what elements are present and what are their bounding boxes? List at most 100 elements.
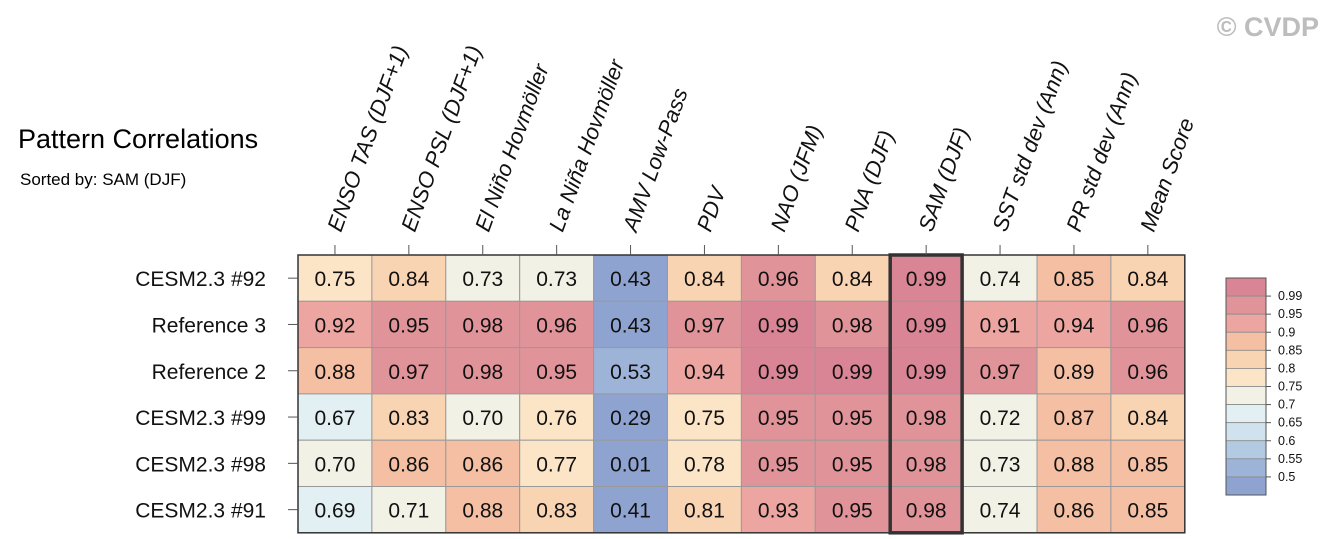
cell-value-label: 0.95 [758, 453, 799, 476]
heatmap-cell [519, 393, 595, 441]
cell-value-label: 0.95 [536, 361, 577, 384]
heatmap-cell [371, 300, 447, 349]
row-label: CESM2.3 #92 [135, 268, 266, 291]
cell-value-label: 0.84 [684, 268, 725, 291]
colorbar-swatch [1225, 295, 1267, 315]
column-label: El Niño Hovmöller [470, 59, 554, 235]
cell-value-label: 0.53 [610, 361, 651, 384]
cell-value-label: 0.99 [906, 361, 947, 384]
cell-value-label: 0.95 [832, 407, 873, 430]
heatmap-cell [371, 254, 447, 302]
colorbar-tick-label: 0.8 [1278, 361, 1295, 375]
heatmap-cell [445, 393, 521, 441]
cell-value-label: 0.96 [758, 268, 799, 291]
cell-value-label: 0.84 [388, 268, 429, 291]
column-label: AMV Low-Pass [617, 85, 693, 237]
cell-value-label: 0.98 [832, 314, 873, 337]
colorbar-tick-label: 0.6 [1278, 434, 1295, 448]
heatmap-cell [740, 347, 816, 395]
cell-value-label: 0.92 [315, 314, 356, 337]
cell-value-label: 0.87 [1054, 407, 1095, 430]
cell-value-label: 0.43 [610, 314, 651, 337]
column-label: La Niña Hovmöller [544, 55, 630, 235]
cell-value-label: 0.74 [980, 500, 1021, 523]
cell-value-label: 0.86 [1054, 500, 1095, 523]
cell-value-label: 0.98 [462, 361, 503, 384]
cell-value-label: 0.89 [1054, 361, 1095, 384]
cell-value-label: 0.99 [906, 268, 947, 291]
cell-value-label: 0.76 [536, 407, 577, 430]
heatmap-cell [962, 486, 1038, 534]
heatmap-cell [1036, 393, 1112, 441]
cell-value-label: 0.43 [610, 268, 651, 291]
cell-value-label: 0.96 [1127, 361, 1168, 384]
cell-value-label: 0.88 [315, 361, 356, 384]
cell-value-label: 0.85 [1127, 453, 1168, 476]
cell-value-label: 0.85 [1054, 268, 1095, 291]
cell-value-label: 0.88 [462, 500, 503, 523]
heatmap-cell [814, 439, 890, 488]
cell-value-label: 0.73 [980, 453, 1021, 476]
heatmap-cell [1110, 393, 1186, 441]
colorbar-swatch [1225, 368, 1267, 387]
cell-value-label: 0.84 [832, 268, 873, 291]
cell-value-label: 0.95 [832, 500, 873, 523]
column-label: ENSO PSL (DJF+1) [396, 42, 486, 235]
colorbar-swatch [1225, 386, 1267, 405]
column-label: PNA (DJF) [839, 127, 899, 235]
cell-value-label: 0.95 [388, 314, 429, 337]
heatmap-cell [593, 439, 668, 488]
cell-value-label: 0.95 [832, 453, 873, 476]
heatmap-border [297, 254, 1186, 534]
chart-subtitle: Sorted by: SAM (DJF) [20, 170, 187, 189]
cell-value-label: 0.98 [906, 407, 947, 430]
cell-value-label: 0.94 [1054, 314, 1095, 337]
heatmap-cell [962, 393, 1038, 441]
column-label: ENSO TAS (DJF+1) [322, 42, 412, 235]
colorbar-swatch [1225, 476, 1267, 496]
heatmap-cell [740, 393, 816, 441]
heatmap-cell [519, 486, 595, 534]
row-label: Reference 2 [152, 361, 266, 384]
cell-value-label: 0.98 [906, 453, 947, 476]
heatmap-cell [445, 347, 521, 395]
cell-value-label: 0.98 [462, 314, 503, 337]
heatmap-cell [667, 439, 742, 488]
cell-value-label: 0.99 [906, 314, 947, 337]
colorbar-tick-label: 0.55 [1278, 452, 1302, 466]
colorbar-swatch [1225, 313, 1267, 333]
cell-value-label: 0.78 [684, 453, 725, 476]
cell-value-label: 0.01 [610, 453, 651, 476]
colorbar-swatch [1225, 422, 1267, 442]
colorbar-tick-label: 0.65 [1278, 416, 1302, 430]
heatmap-cell [445, 439, 521, 488]
row-label: CESM2.3 #99 [135, 407, 266, 430]
heatmap-cell [962, 300, 1038, 349]
cell-value-label: 0.98 [906, 500, 947, 523]
colorbar-swatch [1225, 440, 1267, 460]
colorbar-swatch [1225, 331, 1267, 351]
cell-value-label: 0.67 [315, 407, 356, 430]
colorbar-tick-label: 0.75 [1278, 380, 1302, 394]
column-label: NAO (JFM) [766, 122, 828, 235]
cell-value-label: 0.95 [758, 407, 799, 430]
cell-value-label: 0.99 [758, 361, 799, 384]
cell-value-label: 0.77 [536, 453, 577, 476]
heatmap-cell [297, 486, 373, 534]
cell-value-label: 0.97 [388, 361, 429, 384]
cell-value-label: 0.99 [758, 314, 799, 337]
cell-value-label: 0.71 [388, 500, 429, 523]
heatmap-cell [740, 486, 816, 534]
heatmap-cell [740, 439, 816, 488]
heatmap-cell [814, 486, 890, 534]
heatmap-cell [297, 393, 373, 441]
cell-value-label: 0.88 [1054, 453, 1095, 476]
cell-value-label: 0.85 [1127, 500, 1168, 523]
heatmap-cell [667, 300, 742, 349]
heatmap-cell [297, 254, 373, 302]
heatmap-cell [888, 393, 964, 441]
cell-value-label: 0.97 [684, 314, 725, 337]
heatmap-cell [888, 300, 964, 349]
heatmap-cell [962, 254, 1038, 302]
